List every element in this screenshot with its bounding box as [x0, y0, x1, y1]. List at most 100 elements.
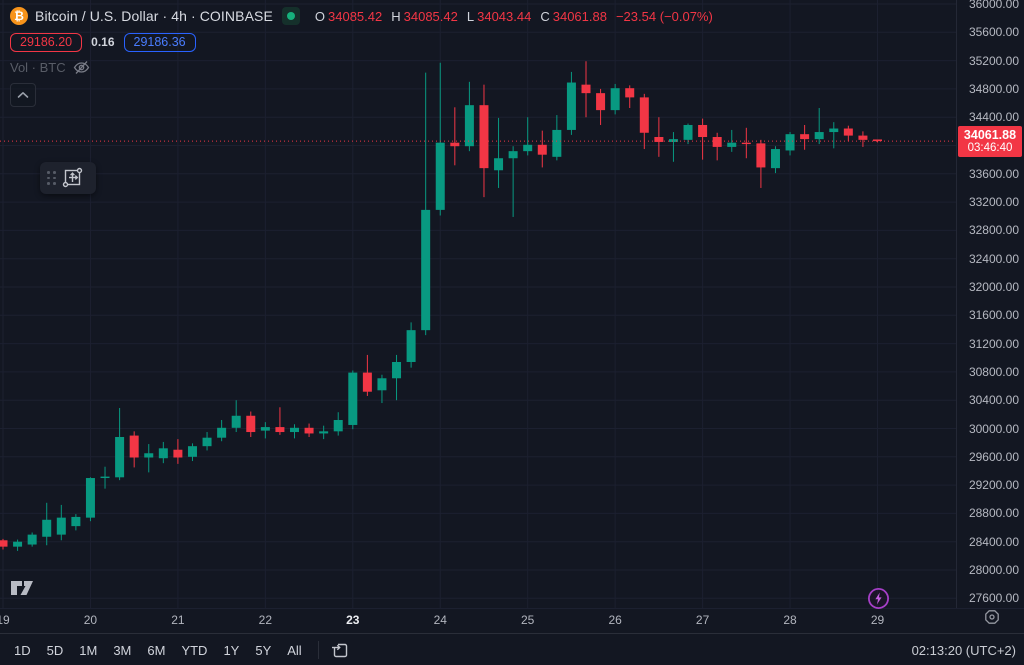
gear-icon	[985, 610, 999, 624]
chart-pane[interactable]	[0, 0, 956, 608]
candle	[537, 144, 547, 155]
price-axis-label: 31600.00	[968, 308, 1019, 323]
price-axis-label: 33200.00	[968, 195, 1019, 210]
candle	[129, 435, 139, 458]
price-axis-label: 29600.00	[968, 449, 1019, 464]
candlestick-chart	[0, 0, 956, 608]
candle	[275, 427, 285, 433]
candle	[829, 128, 839, 133]
candle	[27, 534, 37, 545]
candle	[362, 372, 372, 392]
ohlc-legend: O 34085.42 H 34085.42 L 34043.44 C 34061.88 …	[315, 9, 713, 24]
time-axis[interactable]: 19 20 21 22 23 24 25 26 27 28 29	[0, 608, 1024, 634]
market-status-chip[interactable]	[281, 7, 300, 25]
range-ytd-button[interactable]: YTD	[181, 642, 208, 658]
candle	[231, 415, 241, 428]
drag-handle-icon[interactable]	[47, 171, 56, 185]
candle	[683, 124, 693, 140]
candle	[435, 142, 445, 210]
time-axis-label: 22	[258, 613, 273, 627]
toolbar-divider	[317, 641, 319, 659]
time-axis-label: 23	[346, 613, 360, 627]
go-to-date-button[interactable]	[327, 638, 353, 662]
candle	[115, 436, 125, 478]
candle	[727, 142, 737, 147]
high-value: 34085.42	[403, 8, 458, 24]
candle	[392, 361, 402, 379]
tradingview-logo-icon	[11, 581, 33, 595]
eye-off-icon[interactable]	[73, 60, 90, 75]
candle	[873, 139, 882, 142]
close-label: C	[540, 8, 550, 24]
price-axis[interactable]: 27600.00 28000.00 28400.00 28800.00 29200.00…	[956, 0, 1024, 608]
change-value: −23.54 (−0.07%)	[615, 8, 713, 24]
buy-ask-button[interactable]: 29186.36	[123, 32, 196, 52]
candle	[217, 427, 227, 438]
price-axis-label: 35600.00	[968, 25, 1019, 40]
price-axis-label: 36000.00	[968, 0, 1019, 11]
price-axis-label: 30000.00	[968, 421, 1019, 436]
candle	[71, 516, 81, 527]
candle	[770, 149, 780, 169]
tradingview-logo[interactable]	[10, 579, 38, 602]
price-axis-label: 30800.00	[968, 364, 1019, 379]
price-axis-label: 33600.00	[968, 166, 1019, 181]
axis-move-tool-button[interactable]	[61, 166, 85, 190]
candle	[566, 82, 576, 130]
candle	[260, 427, 270, 431]
range-3m-button[interactable]: 3M	[113, 642, 132, 658]
volume-label: Vol · BTC	[10, 59, 66, 75]
range-5y-button[interactable]: 5Y	[255, 642, 272, 658]
candle	[741, 142, 751, 145]
candle	[814, 132, 824, 140]
candle	[202, 437, 212, 447]
candle	[406, 330, 416, 362]
price-axis-label: 31200.00	[968, 336, 1019, 351]
collapse-legend-button[interactable]	[10, 83, 36, 107]
candle	[13, 541, 23, 547]
candle	[508, 151, 518, 159]
chevron-up-icon	[17, 91, 29, 98]
time-axis-label: 27	[695, 613, 710, 627]
range-1m-button[interactable]: 1M	[79, 642, 98, 658]
clock-timezone-button[interactable]: 02:13:20 (UTC+2)	[911, 642, 1016, 658]
range-6m-button[interactable]: 6M	[147, 642, 166, 658]
market-status-dot-icon	[286, 12, 295, 20]
sell-bid-button[interactable]: 29186.20	[10, 32, 83, 52]
candle	[85, 478, 95, 518]
candle	[639, 97, 649, 133]
candle	[610, 88, 620, 111]
price-axis-label: 30400.00	[968, 393, 1019, 408]
candle	[144, 453, 154, 458]
volume-row: Vol · BTC	[10, 59, 713, 75]
last-price-label[interactable]: 34061.88 03:46:40	[958, 126, 1022, 158]
time-axis-label: 28	[783, 613, 797, 627]
price-axis-label: 32000.00	[968, 280, 1019, 294]
price-axis-label: 28000.00	[968, 563, 1019, 577]
candle	[56, 517, 66, 535]
go-to-date-icon	[331, 643, 347, 658]
candle	[800, 134, 810, 140]
symbol-title[interactable]: Bitcoin / U.S. Dollar · 4h · COINBASE	[35, 8, 273, 24]
price-axis-label: 28800.00	[968, 506, 1019, 521]
close-value: 34061.88	[552, 8, 607, 24]
candle	[173, 449, 183, 458]
candle	[756, 143, 766, 168]
low-label: L	[466, 8, 475, 24]
price-axis-label: 35200.00	[968, 53, 1019, 68]
time-axis-label: 24	[433, 613, 447, 627]
candle	[246, 415, 256, 433]
candle	[158, 448, 168, 459]
candle	[858, 135, 868, 140]
time-axis-label: 26	[608, 613, 622, 627]
instant-trading-button[interactable]	[867, 587, 890, 610]
range-1y-button[interactable]: 1Y	[223, 642, 240, 658]
price-axis-label: 27600.00	[968, 591, 1019, 606]
candle	[668, 139, 678, 142]
low-value: 34043.44	[477, 8, 532, 24]
range-5d-button[interactable]: 5D	[46, 642, 64, 658]
axis-settings-button[interactable]	[982, 607, 1002, 627]
range-1d-button[interactable]: 1D	[14, 642, 31, 658]
range-all-button[interactable]: All	[287, 642, 302, 658]
